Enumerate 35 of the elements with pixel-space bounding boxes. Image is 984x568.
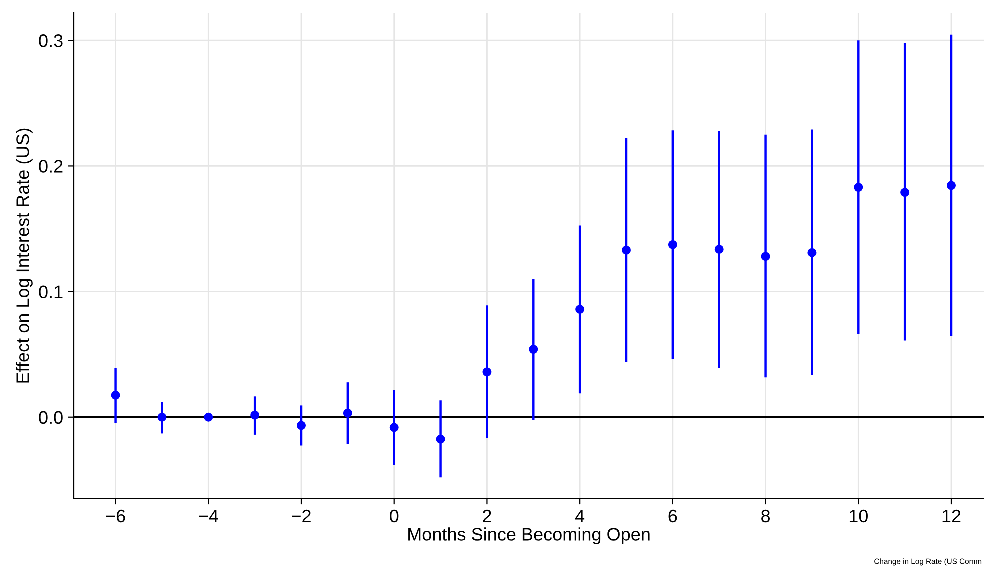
point (576, 305, 585, 314)
x-tick-label: 6 (668, 510, 678, 523)
point (947, 181, 956, 190)
point (436, 434, 446, 444)
y-tick-label: 0.0 (39, 411, 63, 424)
point (761, 252, 770, 262)
x-tick-label: −6 (106, 510, 126, 523)
point (482, 368, 492, 377)
point (900, 188, 910, 198)
point (204, 412, 214, 422)
point (529, 345, 538, 354)
y-axis-title: Effect on Log Interest Rate (US) (16, 128, 33, 383)
x-tick-label: −2 (292, 510, 311, 522)
y-tick-label: 0.3 (39, 34, 63, 48)
x-tick-label: −4 (199, 510, 218, 522)
point (622, 246, 631, 255)
point (714, 244, 724, 254)
point (343, 408, 352, 418)
point (390, 423, 399, 432)
y-tick-label: 0.2 (39, 160, 63, 173)
x-tick-label: 2 (483, 510, 492, 522)
x-tick-label: 10 (850, 510, 868, 523)
x-tick-label: 8 (762, 510, 770, 523)
x-axis-title: Months Since Becoming Open (408, 528, 650, 544)
point (111, 390, 120, 400)
point (158, 412, 167, 422)
point (668, 240, 678, 250)
point (808, 248, 817, 258)
point (250, 410, 260, 420)
point (854, 183, 864, 192)
x-tick-label: 12 (942, 510, 961, 522)
x-tick-label: 4 (575, 510, 585, 522)
x-tick-label: 0 (390, 510, 399, 523)
point (297, 421, 306, 430)
y-tick-label: 0.1 (39, 286, 63, 299)
